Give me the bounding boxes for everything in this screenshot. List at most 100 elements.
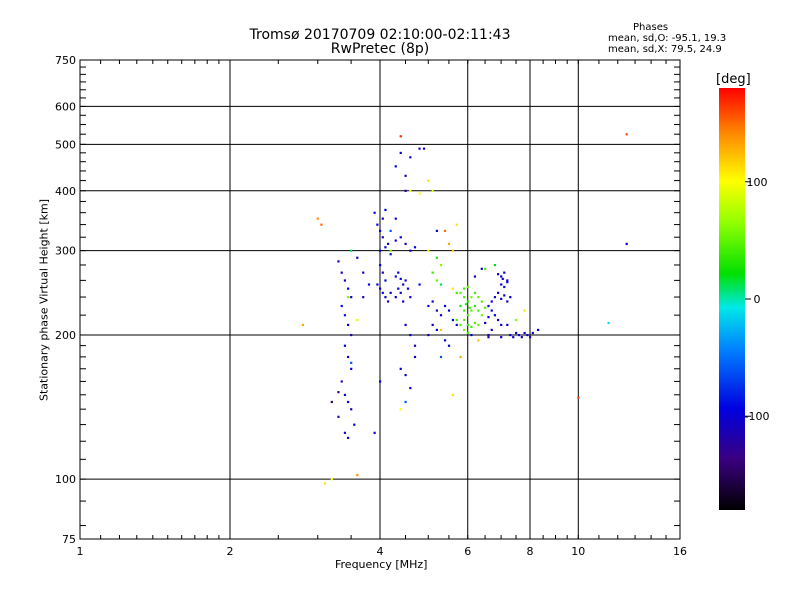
data-point (409, 249, 412, 252)
data-point (451, 393, 455, 397)
data-point (431, 271, 434, 274)
data-point (340, 304, 343, 308)
chart-title: Tromsø 20170709 02:10:00-02:11:43 (249, 27, 511, 43)
data-point (320, 223, 323, 226)
data-point (350, 249, 353, 252)
data-point (399, 367, 402, 370)
data-point (480, 314, 483, 317)
data-point (346, 287, 350, 290)
data-point (402, 283, 405, 286)
data-point (466, 285, 469, 289)
data-point (470, 309, 473, 312)
data-point (435, 328, 438, 332)
data-point (343, 314, 347, 317)
data-point (490, 300, 493, 303)
data-point (404, 323, 407, 327)
data-point (373, 211, 376, 214)
data-point (455, 291, 458, 294)
data-point (350, 296, 353, 299)
data-point (451, 287, 455, 290)
data-point (523, 309, 526, 312)
data-point (340, 271, 343, 274)
data-point (512, 336, 515, 339)
y-tick-label: 400 (55, 185, 76, 198)
data-point (399, 236, 402, 239)
data-point (490, 328, 493, 332)
data-point (487, 336, 490, 339)
data-point (350, 408, 353, 411)
data-points (301, 133, 628, 485)
data-point (477, 339, 480, 342)
data-point (431, 323, 434, 327)
data-point (337, 260, 340, 263)
data-point (389, 291, 392, 294)
y-tick-label: 100 (55, 473, 76, 486)
data-point (625, 133, 628, 136)
data-point (466, 331, 469, 335)
data-point (480, 267, 483, 270)
data-point (503, 285, 506, 289)
data-point (506, 280, 509, 284)
data-point (435, 279, 438, 282)
data-point (323, 482, 327, 485)
y-tick-label: 500 (55, 138, 76, 151)
data-point (404, 189, 407, 192)
data-point (503, 294, 506, 297)
data-point (406, 287, 410, 290)
data-point (381, 217, 384, 220)
data-point (353, 423, 356, 426)
y-tick-label: 600 (55, 100, 76, 113)
data-point (529, 336, 532, 339)
data-point (346, 400, 350, 404)
data-point (500, 275, 503, 278)
data-point (376, 283, 379, 286)
data-point (409, 189, 412, 192)
data-point (447, 242, 451, 245)
data-point (330, 478, 333, 481)
data-point (463, 287, 466, 290)
data-point (496, 273, 500, 276)
data-point (463, 328, 466, 332)
data-point (413, 344, 417, 347)
data-point (389, 253, 392, 256)
colorbar-ticks: 100 0 -100 (745, 176, 770, 423)
data-point (484, 306, 487, 309)
data-point (493, 314, 497, 317)
data-point (477, 296, 480, 299)
data-point (379, 287, 382, 290)
data-point (402, 300, 405, 303)
data-point (484, 267, 487, 270)
data-point (418, 147, 421, 150)
data-point (470, 333, 473, 337)
data-point (447, 309, 451, 312)
data-point (394, 275, 397, 278)
data-point (337, 391, 340, 394)
data-point (493, 263, 497, 267)
data-point (466, 314, 469, 317)
data-point (389, 229, 392, 232)
data-point (470, 296, 473, 299)
data-point (509, 296, 512, 299)
data-point (422, 147, 426, 150)
data-point (409, 296, 412, 299)
data-point (343, 279, 347, 282)
colorbar-tick-label: 0 (754, 293, 761, 306)
data-point (316, 217, 319, 220)
data-point (455, 323, 458, 327)
data-point (500, 323, 503, 327)
data-point (418, 192, 421, 195)
data-point (343, 344, 347, 347)
data-point (346, 355, 350, 359)
x-axis-label: Frequency [MHz] (335, 558, 428, 571)
x-tick-label: 8 (527, 545, 534, 558)
data-point (340, 380, 343, 383)
grid-lines (80, 60, 680, 539)
data-point (487, 333, 490, 337)
data-point (389, 249, 392, 252)
axis-ticks: 1 2 4 6 8 10 16 75 100 200 300 400 500 600 750 (55, 54, 687, 558)
data-point (413, 355, 417, 359)
data-point (435, 309, 438, 312)
data-point (466, 323, 469, 327)
y-tick-label: 750 (55, 54, 76, 67)
data-point (459, 291, 462, 294)
